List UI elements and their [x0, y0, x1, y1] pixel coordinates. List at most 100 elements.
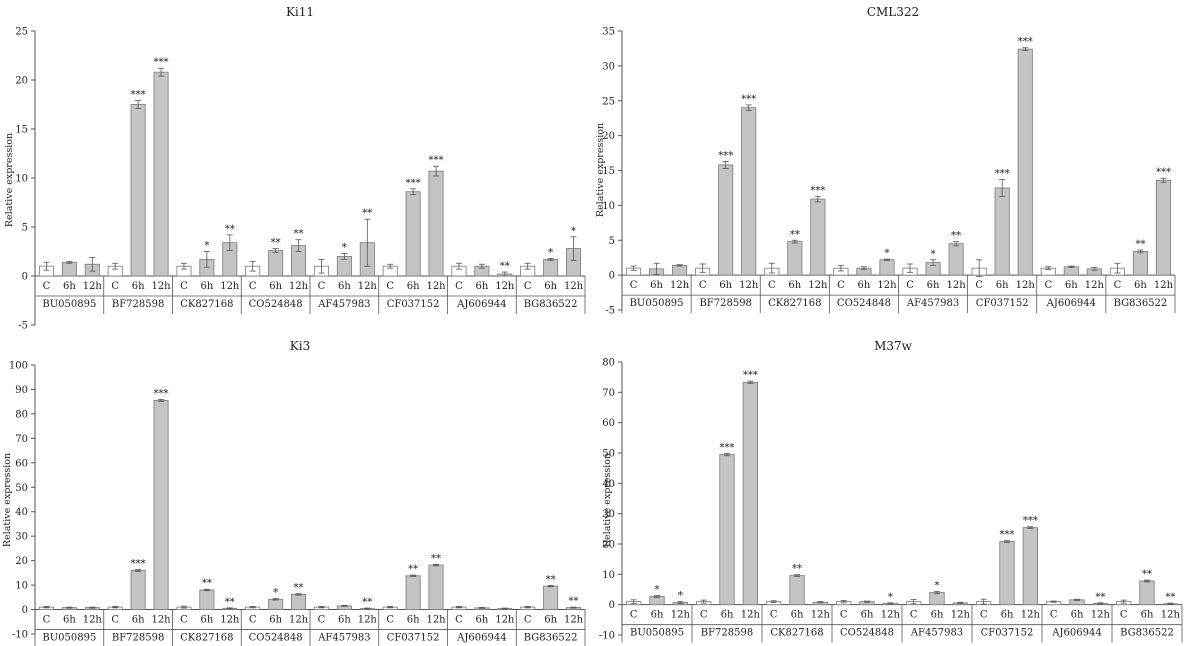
timepoint-label: C	[980, 610, 988, 621]
timepoint-label: 6h	[719, 280, 732, 291]
timepoint-label: C	[700, 610, 708, 621]
significance-marker: ***	[741, 94, 756, 105]
bar	[428, 564, 444, 610]
timepoint-label: 6h	[927, 280, 940, 291]
timepoint-label: C	[318, 281, 326, 292]
timepoint-label: 12h	[671, 610, 691, 621]
significance-marker: **	[294, 229, 304, 240]
timepoint-label: C	[630, 610, 638, 621]
significance-marker: **	[362, 597, 372, 608]
significance-marker: *	[884, 248, 889, 259]
timepoint-label: C	[43, 281, 51, 292]
significance-marker: **	[1142, 569, 1152, 580]
timepoint-label: 12h	[220, 281, 240, 292]
bar	[199, 589, 215, 610]
significance-marker: ***	[406, 178, 421, 189]
timepoint-label: C	[910, 610, 918, 621]
timepoint-label: 6h	[931, 610, 944, 621]
significance-marker: **	[294, 583, 304, 594]
significance-marker: **	[1135, 239, 1145, 250]
timepoint-label: C	[318, 615, 326, 626]
timepoint-label: C	[386, 615, 394, 626]
timepoint-label: 12h	[151, 281, 171, 292]
timepoint-label: 12h	[83, 281, 103, 292]
timepoint-label: C	[249, 281, 257, 292]
timepoint-label: C	[1050, 610, 1058, 621]
significance-marker: ***	[131, 558, 146, 569]
timepoint-label: C	[524, 615, 532, 626]
timepoint-label: C	[180, 615, 188, 626]
timepoint-label: 6h	[1134, 280, 1147, 291]
timepoint-label: 12h	[1021, 610, 1041, 621]
timepoint-label: C	[524, 281, 532, 292]
bar	[61, 261, 77, 277]
bar	[405, 575, 421, 610]
bar	[291, 593, 307, 610]
timepoint-label: 6h	[1141, 610, 1154, 621]
bar	[153, 400, 169, 610]
timepoint-label: 12h	[808, 280, 828, 291]
y-tick-label: 90	[15, 385, 28, 396]
timepoint-label: 12h	[495, 615, 515, 626]
timepoint-label: 12h	[1161, 610, 1181, 621]
timepoint-label: 12h	[426, 615, 446, 626]
significance-marker: ***	[1018, 37, 1033, 48]
bar	[1155, 179, 1172, 276]
timepoint-label: 6h	[1065, 280, 1078, 291]
group-label: CK827168	[180, 299, 233, 310]
y-axis-label: Relative expression	[4, 133, 15, 227]
significance-marker: **	[792, 564, 802, 575]
bar	[929, 592, 945, 606]
timepoint-label: 6h	[651, 610, 664, 621]
y-tick-label: -5	[605, 306, 615, 317]
bar	[153, 71, 169, 277]
bar	[130, 104, 146, 277]
group-label: AF457983	[317, 633, 370, 644]
group-label: CK827168	[770, 628, 823, 639]
y-tick-label: -10	[599, 631, 615, 642]
timepoint-label: C	[630, 280, 638, 291]
timepoint-label: 6h	[544, 615, 557, 626]
bar	[742, 381, 758, 606]
y-tick-label: 5	[22, 223, 28, 234]
group-label: CK827168	[768, 298, 821, 309]
timepoint-label: 6h	[858, 280, 871, 291]
timepoint-label: 12h	[220, 615, 240, 626]
timepoint-label: 6h	[338, 615, 351, 626]
bar	[741, 107, 757, 276]
y-tick-label: 10	[602, 201, 615, 212]
timepoint-label: 12h	[151, 615, 171, 626]
significance-marker: **	[202, 578, 212, 589]
bar	[1017, 48, 1033, 276]
significance-marker: **	[1165, 592, 1175, 603]
y-tick-label: 100	[9, 361, 28, 372]
group-label: AJ606944	[1046, 298, 1096, 309]
timepoint-label: 6h	[269, 281, 282, 292]
timepoint-label: 12h	[811, 610, 831, 621]
y-tick-label: 20	[602, 540, 615, 551]
group-label: BU050895	[42, 633, 96, 644]
timepoint-label: 6h	[338, 281, 351, 292]
bar	[543, 258, 559, 277]
timepoint-label: 12h	[947, 280, 967, 291]
group-label: BU050895	[630, 298, 684, 309]
significance-marker: *	[273, 588, 278, 599]
timepoint-label: 12h	[739, 280, 759, 291]
y-tick-label: 80	[602, 358, 615, 369]
timepoint-label: C	[249, 615, 257, 626]
significance-marker: **	[500, 261, 510, 272]
y-tick-label: 0	[22, 272, 28, 283]
timepoint-label: C	[1114, 280, 1122, 291]
significance-marker: *	[931, 249, 936, 260]
bar	[789, 575, 805, 606]
chart-title: Ki3	[290, 339, 310, 353]
bar	[810, 198, 826, 276]
y-tick-label: 10	[15, 581, 28, 592]
y-tick-label: 60	[602, 418, 615, 429]
significance-marker: **	[362, 208, 372, 219]
significance-marker: *	[571, 226, 576, 237]
timepoint-label: 6h	[63, 281, 76, 292]
timepoint-label: C	[840, 610, 848, 621]
group-label: BG836522	[1120, 628, 1174, 639]
